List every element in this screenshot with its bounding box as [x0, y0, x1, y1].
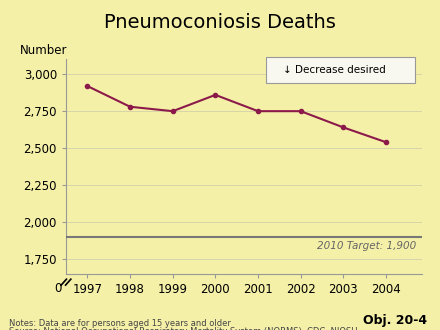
Text: Number: Number [20, 44, 67, 57]
Text: Obj. 20-4: Obj. 20-4 [363, 314, 427, 327]
Text: ↓ Decrease desired: ↓ Decrease desired [283, 65, 386, 75]
Text: Notes: Data are for persons aged 15 years and older: Notes: Data are for persons aged 15 year… [9, 319, 231, 328]
Text: 2010 Target: 1,900: 2010 Target: 1,900 [317, 241, 416, 251]
Text: Pneumoconiosis Deaths: Pneumoconiosis Deaths [104, 13, 336, 32]
Text: 0: 0 [54, 282, 62, 295]
FancyBboxPatch shape [266, 57, 415, 83]
Text: Source: National Occupational Respiratory Mortality System (NORMS), CDC, NIOSH: Source: National Occupational Respirator… [9, 327, 357, 330]
